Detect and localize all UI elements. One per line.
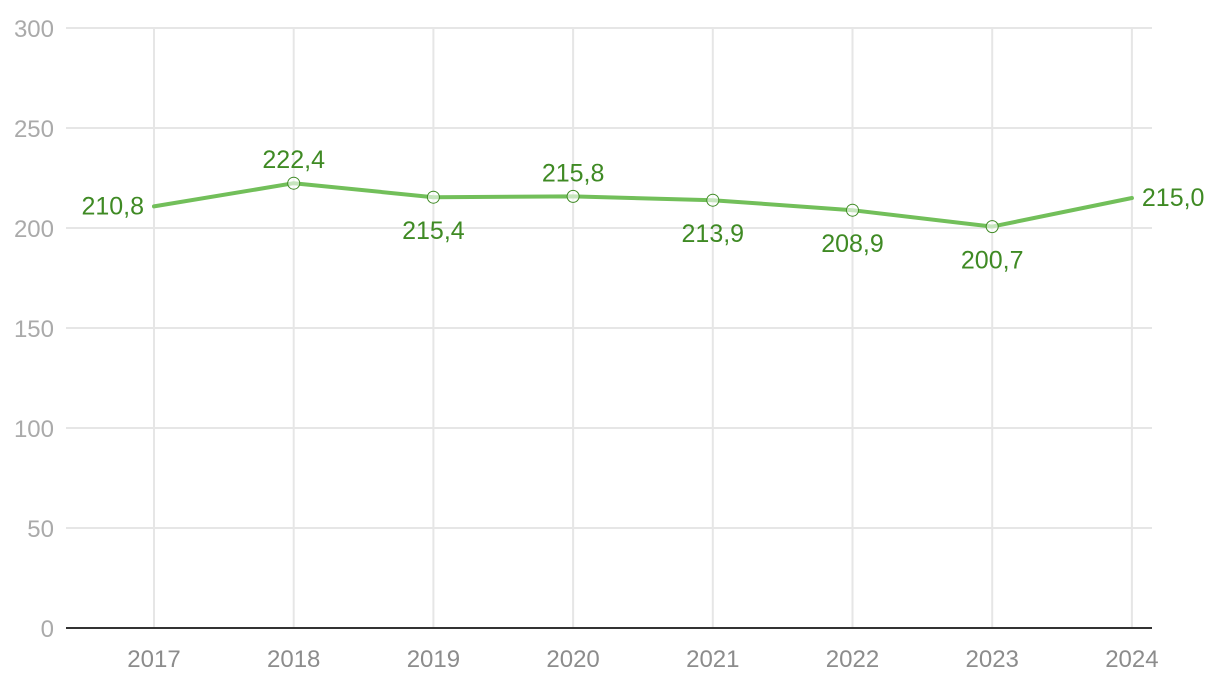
grid-lines (66, 27, 1152, 628)
y-tick-label: 100 (14, 416, 54, 443)
series-line (152, 181, 1134, 229)
x-tick-label: 2021 (686, 646, 739, 673)
x-tick-label: 2022 (826, 646, 879, 673)
y-tick-label: 150 (14, 316, 54, 343)
data-label: 210,8 (81, 192, 144, 220)
x-tick-label: 2020 (546, 646, 599, 673)
x-tick-label: 2023 (966, 646, 1019, 673)
x-tick-label: 2017 (127, 646, 180, 673)
data-label: 208,9 (821, 230, 884, 258)
data-labels: 210,8 222,4 215,4 215,8 213,9 208,9 200,7 215,0 (81, 146, 1204, 274)
data-point-marker (566, 189, 580, 203)
y-axis: 0 50 100 150 200 250 300 (14, 16, 54, 643)
data-point-marker (287, 176, 301, 190)
data-point-marker (706, 193, 720, 207)
y-tick-label: 200 (14, 216, 54, 243)
data-label: 215,4 (402, 217, 465, 245)
data-label: 213,9 (682, 220, 745, 248)
series-group (152, 176, 1134, 234)
x-axis: 2017 2018 2019 2020 2021 2022 2023 2024 (66, 627, 1159, 673)
x-tick-label: 2018 (267, 646, 320, 673)
y-tick-label: 0 (41, 616, 54, 643)
data-label: 215,8 (542, 159, 605, 187)
y-tick-label: 50 (27, 516, 54, 543)
y-tick-label: 300 (14, 16, 54, 43)
data-label: 200,7 (961, 247, 1024, 275)
x-tick-label: 2019 (407, 646, 460, 673)
data-point-marker (426, 190, 440, 204)
data-point-marker (846, 203, 859, 217)
data-point-marker (985, 220, 999, 234)
x-tick-label: 2024 (1105, 646, 1158, 673)
data-label: 215,0 (1142, 184, 1205, 212)
y-tick-label: 250 (14, 116, 54, 143)
data-label: 222,4 (262, 146, 325, 174)
